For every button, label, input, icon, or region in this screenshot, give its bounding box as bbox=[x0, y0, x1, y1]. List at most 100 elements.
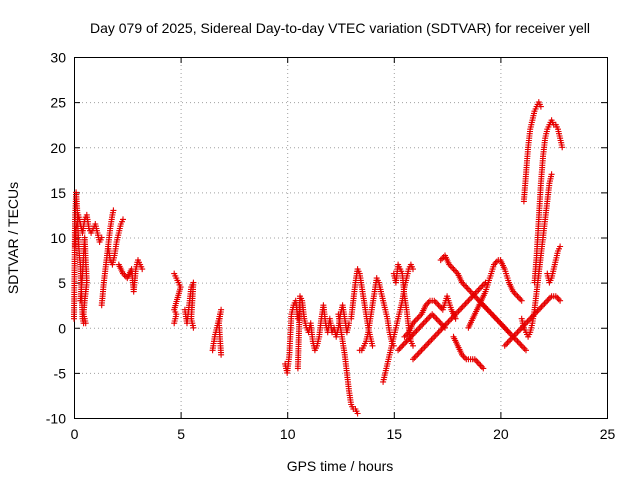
data-point bbox=[521, 345, 528, 352]
data-point bbox=[411, 354, 418, 361]
data-point bbox=[425, 339, 432, 346]
data-point bbox=[426, 314, 433, 321]
data-point bbox=[498, 321, 505, 328]
data-point bbox=[449, 264, 456, 271]
data-point bbox=[139, 266, 146, 273]
data-point bbox=[466, 296, 473, 303]
data-point bbox=[456, 306, 463, 313]
data-point bbox=[505, 338, 512, 345]
data-point bbox=[397, 344, 404, 351]
y-tick-label: 10 bbox=[50, 230, 66, 246]
data-point bbox=[451, 267, 458, 274]
data-point bbox=[424, 315, 431, 322]
chart-title: Day 079 of 2025, Sidereal Day-to-day VTE… bbox=[90, 20, 590, 36]
y-tick-label: 30 bbox=[50, 50, 66, 66]
data-point bbox=[422, 318, 429, 325]
data-point bbox=[466, 287, 473, 294]
data-point bbox=[422, 342, 429, 349]
data-point bbox=[428, 336, 435, 343]
data-point bbox=[473, 357, 480, 364]
x-tick-label: 0 bbox=[71, 426, 79, 442]
data-point bbox=[427, 338, 433, 345]
data-point bbox=[431, 333, 438, 340]
data-point bbox=[557, 243, 564, 250]
data-point bbox=[514, 293, 521, 300]
data-point bbox=[429, 311, 436, 318]
data-point bbox=[504, 327, 511, 334]
data-point bbox=[517, 326, 524, 333]
data-point bbox=[518, 342, 525, 349]
axis-ticks: 0 5 10 15 20 25 -10 -5 0 5 10 15 20 25 30 bbox=[46, 50, 616, 443]
data-point bbox=[450, 266, 457, 273]
data-point bbox=[435, 329, 442, 336]
data-point bbox=[515, 327, 522, 334]
data-point bbox=[511, 332, 518, 339]
data-point bbox=[462, 300, 469, 307]
data-point bbox=[524, 318, 531, 325]
data-point bbox=[537, 305, 544, 312]
y-tick-label: -5 bbox=[54, 365, 67, 381]
data-point bbox=[171, 320, 178, 327]
data-point bbox=[414, 315, 421, 322]
data-point bbox=[425, 299, 432, 306]
data-point bbox=[458, 305, 465, 312]
data-point bbox=[507, 336, 514, 343]
data-point bbox=[480, 365, 487, 372]
data-point bbox=[508, 335, 515, 342]
y-tick-label: 25 bbox=[50, 95, 66, 111]
data-point bbox=[557, 297, 564, 304]
data-point bbox=[98, 234, 105, 241]
y-tick-label: -10 bbox=[46, 411, 66, 427]
data-point bbox=[537, 103, 544, 110]
data-point bbox=[396, 345, 403, 352]
data-point bbox=[461, 302, 468, 309]
data-point bbox=[446, 317, 453, 324]
data-point bbox=[481, 281, 488, 288]
data-point bbox=[505, 329, 512, 336]
data-point bbox=[513, 336, 519, 343]
data-point bbox=[429, 335, 436, 342]
x-tick-label: 5 bbox=[177, 426, 185, 442]
data-point bbox=[542, 299, 549, 306]
data-point bbox=[461, 354, 468, 361]
data-point bbox=[430, 312, 437, 319]
data-point bbox=[515, 339, 522, 346]
data-point bbox=[455, 308, 462, 315]
data-point bbox=[417, 348, 424, 355]
x-tick-label: 20 bbox=[493, 426, 509, 442]
data-point bbox=[190, 324, 197, 331]
data-point bbox=[493, 315, 500, 322]
data-point bbox=[507, 330, 514, 337]
y-tick-label: 5 bbox=[58, 275, 66, 291]
data-point bbox=[479, 282, 486, 289]
data-point bbox=[346, 320, 352, 327]
data-point bbox=[414, 351, 421, 358]
data-point bbox=[514, 329, 521, 336]
data-points bbox=[71, 99, 566, 417]
y-tick-label: 20 bbox=[50, 140, 66, 156]
data-point bbox=[433, 315, 440, 322]
data-point bbox=[513, 291, 519, 298]
data-point bbox=[420, 320, 427, 327]
data-point bbox=[559, 144, 566, 151]
data-point bbox=[503, 341, 510, 348]
data-point bbox=[515, 294, 522, 301]
data-point bbox=[218, 351, 225, 358]
data-point bbox=[517, 341, 524, 348]
data-point bbox=[402, 339, 409, 346]
data-point bbox=[421, 344, 428, 351]
data-point bbox=[544, 297, 551, 304]
x-tick-label: 15 bbox=[387, 426, 403, 442]
data-point bbox=[424, 341, 431, 348]
data-point bbox=[525, 317, 532, 324]
data-point bbox=[399, 342, 406, 349]
data-point bbox=[488, 311, 495, 318]
y-axis-label: SDTVAR / TECUs bbox=[5, 182, 21, 294]
data-point bbox=[432, 332, 439, 339]
data-point bbox=[412, 353, 419, 360]
data-point bbox=[434, 330, 441, 337]
data-point bbox=[395, 347, 402, 354]
data-point bbox=[475, 287, 482, 294]
gridlines bbox=[74, 57, 607, 418]
